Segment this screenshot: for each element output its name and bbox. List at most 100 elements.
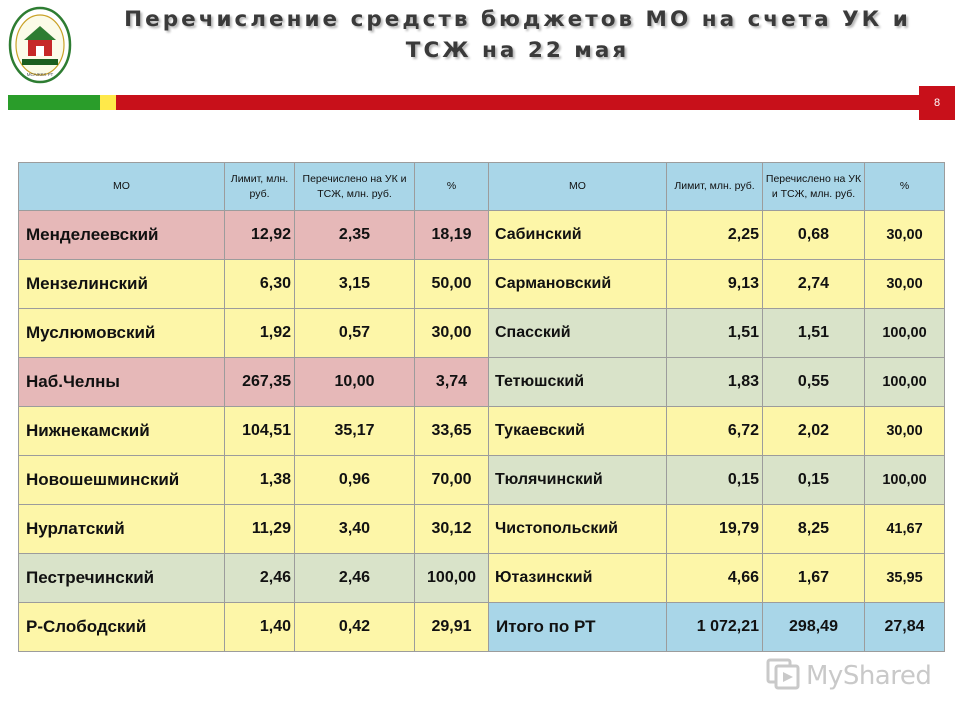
transferred-value: 2,74 — [762, 259, 865, 309]
limit-value: 104,51 — [224, 406, 295, 456]
pct-value: 41,67 — [864, 504, 945, 554]
pct-value: 30,00 — [864, 406, 945, 456]
header-limit-left: Лимит, млн. руб. — [224, 162, 295, 211]
transferred-value: 0,96 — [294, 455, 415, 505]
pct-value: 100,00 — [864, 357, 945, 407]
transferred-value: 35,17 — [294, 406, 415, 456]
ministry-logo: МСАЖКХ РТ — [8, 6, 72, 84]
limit-value: 0,15 — [666, 455, 763, 505]
mo-name: Пестречинский — [18, 553, 225, 603]
total-pct-value: 27,84 — [864, 602, 945, 652]
limit-value: 1,83 — [666, 357, 763, 407]
header-transferred-left: Перечислено на УК и ТСЖ, млн. руб. — [294, 162, 415, 211]
table-row: Менделеевский 12,92 2,35 18,19 Сабинский… — [18, 210, 945, 260]
table-row: Новошешминский 1,38 0,96 70,00 Тюлячинск… — [18, 455, 945, 505]
pct-value: 30,00 — [864, 259, 945, 309]
watermark: MyShared — [766, 656, 932, 695]
pct-value: 33,65 — [414, 406, 489, 456]
transferred-value: 0,42 — [294, 602, 415, 652]
header-transferred-right: Перечислено на УК и ТСЖ, млн. руб. — [762, 162, 865, 211]
table-row: Нижнекамский 104,51 35,17 33,65 Тукаевск… — [18, 406, 945, 456]
pct-value: 29,91 — [414, 602, 489, 652]
table-row: Наб.Челны 267,35 10,00 3,74 Тетюшский 1,… — [18, 357, 945, 407]
mo-name: Сармановский — [488, 259, 667, 309]
table-row: Мензелинский 6,30 3,15 50,00 Сармановски… — [18, 259, 945, 309]
pct-value: 100,00 — [864, 455, 945, 505]
mo-name: Тетюшский — [488, 357, 667, 407]
limit-value: 6,30 — [224, 259, 295, 309]
mo-name: Новошешминский — [18, 455, 225, 505]
pct-value: 18,19 — [414, 210, 489, 260]
band-red — [116, 95, 919, 110]
pct-value: 30,00 — [414, 308, 489, 358]
total-label: Итого по РТ — [488, 602, 667, 652]
limit-value: 11,29 — [224, 504, 295, 554]
limit-value: 1,40 — [224, 602, 295, 652]
header-limit-right: Лимит, млн. руб. — [666, 162, 763, 211]
page-number-badge: 8 — [919, 86, 955, 120]
table-header-row: МО Лимит, млн. руб. Перечислено на УК и … — [18, 162, 945, 211]
watermark-text: MyShared — [806, 660, 932, 691]
transferred-value: 2,35 — [294, 210, 415, 260]
pct-value: 100,00 — [414, 553, 489, 603]
table-row: Пестречинский 2,46 2,46 100,00 Ютазински… — [18, 553, 945, 603]
transferred-value: 3,40 — [294, 504, 415, 554]
pct-value: 3,74 — [414, 357, 489, 407]
band-yellow — [100, 95, 116, 110]
mo-name: Нижнекамский — [18, 406, 225, 456]
mo-name: Р-Слободский — [18, 602, 225, 652]
limit-value: 2,25 — [666, 210, 763, 260]
header-pct-left: % — [414, 162, 489, 211]
mo-name: Тюлячинский — [488, 455, 667, 505]
mo-name: Чистопольский — [488, 504, 667, 554]
table-row: Р-Слободский 1,40 0,42 29,91 Итого по РТ… — [18, 602, 945, 652]
header-mo-right: МО — [488, 162, 667, 211]
mo-name: Ютазинский — [488, 553, 667, 603]
pct-value: 50,00 — [414, 259, 489, 309]
transferred-value: 0,15 — [762, 455, 865, 505]
limit-value: 1,38 — [224, 455, 295, 505]
transferred-value: 1,51 — [762, 308, 865, 358]
limit-value: 9,13 — [666, 259, 763, 309]
mo-name: Тукаевский — [488, 406, 667, 456]
limit-value: 1,51 — [666, 308, 763, 358]
header-mo-left: МО — [18, 162, 225, 211]
transferred-value: 0,57 — [294, 308, 415, 358]
page-title: Перечисление средств бюджетов МО на счет… — [124, 7, 911, 63]
transferred-value: 2,02 — [762, 406, 865, 456]
transferred-value: 3,15 — [294, 259, 415, 309]
transferred-value: 2,46 — [294, 553, 415, 603]
table-row: Нурлатский 11,29 3,40 30,12 Чистопольски… — [18, 504, 945, 554]
budget-table: МО Лимит, млн. руб. Перечислено на УК и … — [18, 162, 945, 652]
total-transferred-value: 298,49 — [762, 602, 865, 652]
transferred-value: 1,67 — [762, 553, 865, 603]
mo-name: Нурлатский — [18, 504, 225, 554]
transferred-value: 10,00 — [294, 357, 415, 407]
mo-name: Муслюмовский — [18, 308, 225, 358]
mo-name: Спасский — [488, 308, 667, 358]
limit-value: 19,79 — [666, 504, 763, 554]
transferred-value: 8,25 — [762, 504, 865, 554]
transferred-value: 0,68 — [762, 210, 865, 260]
transferred-value: 0,55 — [762, 357, 865, 407]
mo-name: Менделеевский — [18, 210, 225, 260]
watermark-icon — [766, 656, 800, 695]
limit-value: 4,66 — [666, 553, 763, 603]
limit-value: 2,46 — [224, 553, 295, 603]
mo-name: Наб.Челны — [18, 357, 225, 407]
mo-name: Мензелинский — [18, 259, 225, 309]
mo-name: Сабинский — [488, 210, 667, 260]
pct-value: 30,12 — [414, 504, 489, 554]
band-green — [8, 95, 100, 110]
limit-value: 1,92 — [224, 308, 295, 358]
logo-caption: МСАЖКХ РТ — [27, 72, 54, 77]
limit-value: 12,92 — [224, 210, 295, 260]
pct-value: 70,00 — [414, 455, 489, 505]
pct-value: 100,00 — [864, 308, 945, 358]
pct-value: 35,95 — [864, 553, 945, 603]
header-pct-right: % — [864, 162, 945, 211]
limit-value: 267,35 — [224, 357, 295, 407]
table-row: Муслюмовский 1,92 0,57 30,00 Спасский 1,… — [18, 308, 945, 358]
pct-value: 30,00 — [864, 210, 945, 260]
total-limit-value: 1 072,21 — [666, 602, 763, 652]
